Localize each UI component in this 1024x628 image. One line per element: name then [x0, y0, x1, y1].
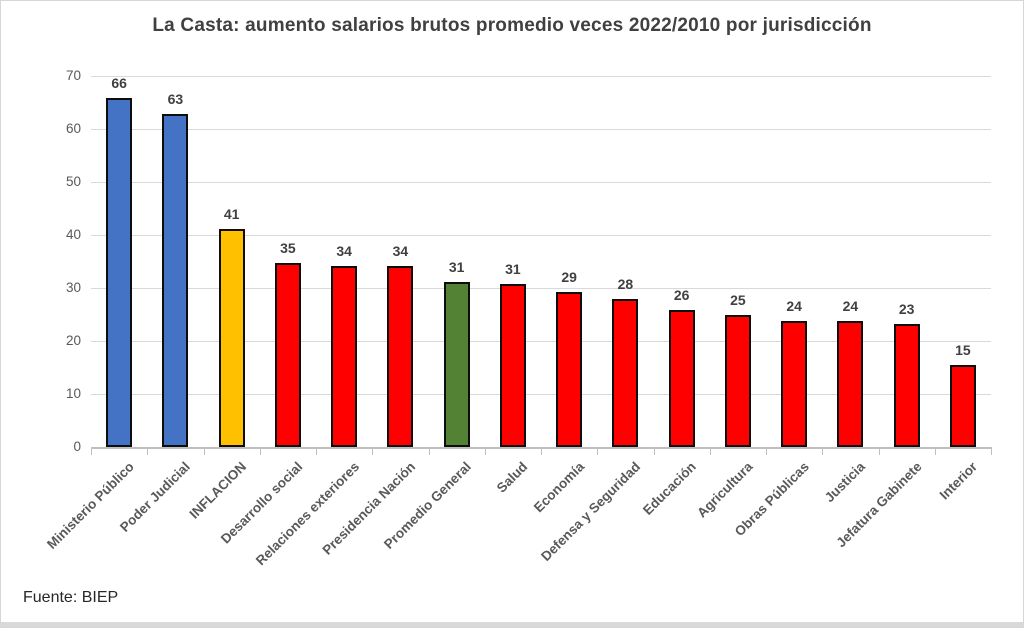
bar [499, 284, 526, 447]
x-axis-tick [766, 447, 767, 455]
x-axis-label: Ministerio Público [43, 459, 137, 552]
x-axis-label: Relaciones exteriores [252, 459, 362, 569]
x-axis-label: Educación [640, 459, 700, 518]
x-axis-tick [991, 447, 992, 455]
gridline [91, 182, 991, 183]
x-axis-tick [91, 447, 92, 455]
x-axis-tick [372, 447, 374, 455]
y-axis-label: 50 [65, 174, 81, 189]
x-axis-label: Salud [493, 459, 531, 496]
x-axis-tick [934, 447, 936, 455]
bottom-border-strip [1, 622, 1023, 627]
bar-value-label: 34 [392, 242, 409, 259]
bar-value-label: 31 [448, 259, 465, 276]
x-axis-label: Interior [936, 459, 981, 503]
x-axis-tick [428, 447, 430, 455]
bar [274, 263, 301, 447]
gridline [91, 341, 991, 342]
x-axis-label: Justicia [821, 459, 868, 506]
y-axis-label: 30 [65, 280, 81, 295]
bar [724, 314, 751, 447]
y-axis-label: 40 [65, 227, 81, 242]
bar [612, 299, 639, 447]
bar-value-label: 66 [111, 75, 127, 92]
x-axis-tick [203, 447, 205, 455]
x-axis-tick [597, 447, 599, 455]
bar-value-label: 29 [561, 268, 577, 285]
x-axis-tick [878, 447, 880, 455]
bar-value-label: 41 [223, 205, 240, 222]
x-axis-label: Agricultura [693, 459, 756, 521]
bar [893, 323, 920, 447]
bar [949, 365, 976, 447]
gridline [91, 76, 991, 77]
gridline [91, 394, 991, 395]
bar-value-label: 24 [842, 298, 859, 315]
y-axis-label: 0 [73, 439, 81, 454]
bar [556, 291, 583, 447]
source-note: Fuente: BIEP [23, 589, 119, 606]
gridline [91, 129, 991, 130]
x-axis-tick [653, 447, 655, 455]
bar-value-label: 28 [617, 276, 634, 293]
y-axis-label: 70 [65, 68, 81, 83]
bar [668, 309, 695, 447]
y-axis-label: 20 [65, 333, 81, 348]
bar-value-label: 63 [167, 90, 184, 107]
x-axis-tick [147, 447, 149, 455]
bar-value-label: 24 [786, 298, 802, 315]
y-axis-label: 60 [65, 121, 81, 136]
bar [162, 113, 189, 447]
plot-area [91, 76, 991, 447]
bar-value-label: 34 [336, 242, 352, 259]
bar-value-label: 23 [898, 300, 915, 317]
x-axis-tick [484, 447, 486, 455]
gridline [91, 288, 991, 289]
gridline [91, 235, 991, 236]
chart-title: La Casta: aumento salarios brutos promed… [152, 15, 872, 36]
bar [218, 228, 245, 447]
bar [106, 98, 133, 447]
bar-value-label: 35 [280, 240, 296, 257]
bar [837, 321, 864, 447]
x-axis-tick [541, 447, 542, 455]
x-axis-label: Presidencia Nación [319, 459, 418, 558]
bar-value-label: 26 [673, 286, 690, 303]
x-axis-tick [709, 447, 711, 455]
bar-value-label: 15 [955, 342, 971, 359]
x-axis-tick [259, 447, 261, 455]
bar [443, 282, 470, 447]
bar-value-label: 25 [730, 291, 746, 308]
bar [331, 265, 358, 447]
x-axis-tick [822, 447, 824, 455]
x-axis-tick [316, 447, 317, 455]
bar-value-label: 31 [505, 261, 521, 278]
x-axis-label: Economía [530, 459, 587, 516]
y-axis-label: 10 [65, 386, 81, 401]
x-axis-label: Defensa y Seguridad [537, 459, 643, 565]
bar [781, 321, 808, 447]
bar [387, 265, 414, 447]
